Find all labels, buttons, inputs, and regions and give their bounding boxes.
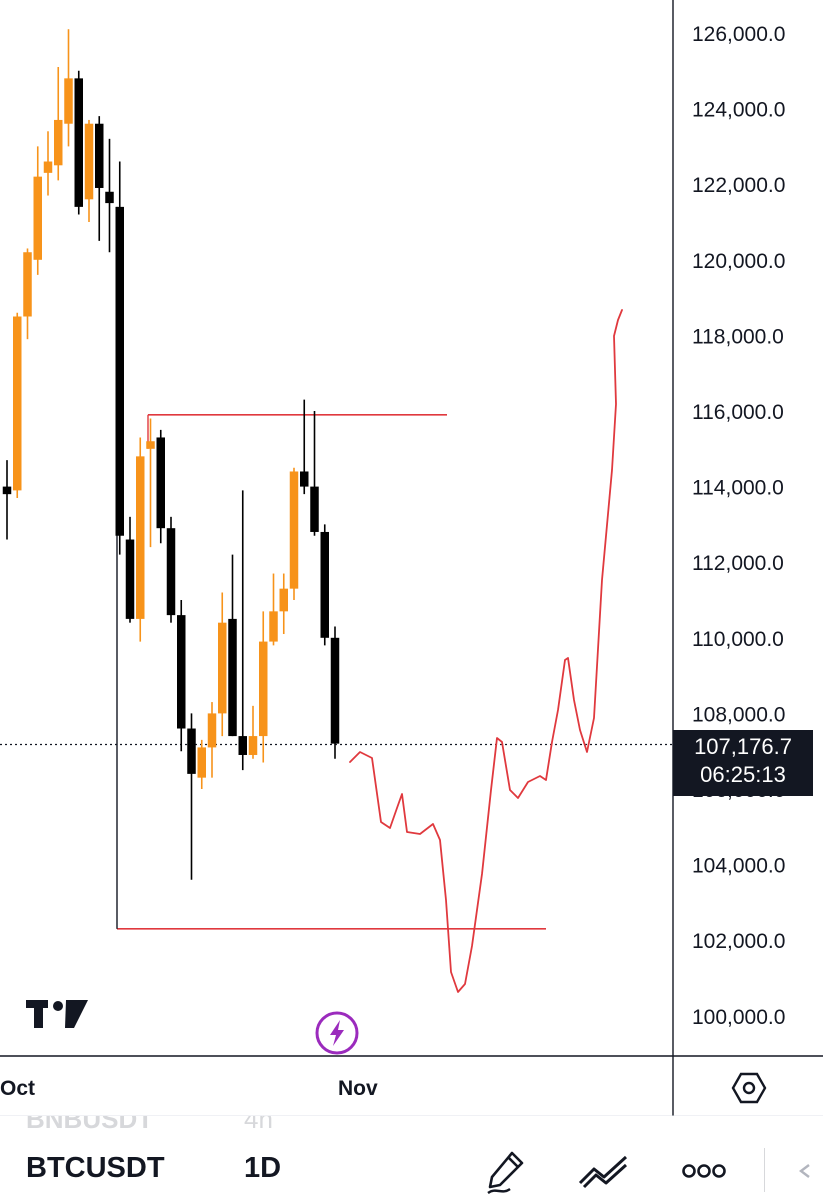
candle-body (177, 615, 186, 729)
more-dots-icon[interactable] (678, 1148, 730, 1194)
price-tick-label: 118,000.0 (692, 325, 784, 348)
candle-body (64, 78, 73, 124)
previous-symbol[interactable]: BNBUSDT (26, 1104, 154, 1134)
candle[interactable] (84, 119, 94, 222)
candle-body (207, 713, 217, 748)
candle[interactable] (43, 131, 53, 196)
candle[interactable] (238, 490, 248, 771)
candle[interactable] (146, 418, 155, 548)
trendline-tool-icon[interactable] (578, 1148, 630, 1194)
back-arrow-icon[interactable] (790, 1148, 820, 1194)
candle-body (156, 437, 165, 529)
price-tick-label: 116,000.0 (692, 401, 784, 424)
price-tick-label: 120,000.0 (692, 250, 785, 273)
candle[interactable] (2, 460, 12, 540)
candle[interactable] (300, 399, 309, 495)
candle[interactable] (156, 429, 166, 544)
price-tick-label: 114,000.0 (692, 477, 784, 500)
toolbar-divider (764, 1148, 765, 1192)
pencil-draw-icon[interactable] (480, 1148, 532, 1195)
candle-body (136, 456, 145, 619)
candle-body (259, 641, 268, 737)
candle[interactable] (320, 524, 330, 646)
bar-countdown: 06:25:13 (700, 762, 786, 787)
candle-body (187, 728, 196, 774)
candle[interactable] (95, 116, 104, 241)
candle-body (166, 528, 176, 616)
candle-body (228, 618, 237, 737)
lightning-icon[interactable] (314, 1010, 360, 1061)
candle-body (248, 736, 258, 755)
candle-body (197, 747, 206, 778)
previous-interval[interactable]: 4h (244, 1104, 273, 1134)
candle[interactable] (259, 611, 268, 763)
candle-body (289, 471, 299, 589)
candle[interactable] (166, 516, 176, 623)
candle-body (300, 471, 309, 487)
candle[interactable] (125, 516, 135, 623)
time-tick-label: Oct (0, 1077, 35, 1100)
candle[interactable] (105, 138, 114, 253)
price-tick-label: 100,000.0 (692, 1006, 785, 1029)
candle-body (115, 206, 124, 536)
candle-body (320, 531, 329, 638)
candle[interactable] (54, 67, 63, 181)
tradingview-logo (24, 996, 90, 1035)
candle-body (54, 119, 63, 166)
candle-body (2, 486, 12, 495)
symbol-label[interactable]: BTCUSDT (26, 1152, 165, 1184)
candle[interactable] (74, 70, 84, 215)
candle-body (125, 539, 135, 619)
candle-body (23, 252, 32, 317)
price-tick-label: 126,000.0 (692, 23, 785, 46)
candle-body (74, 78, 83, 207)
candle[interactable] (115, 161, 125, 555)
candle[interactable] (136, 437, 145, 642)
candle[interactable] (218, 592, 227, 737)
settings-hexagon-icon[interactable] (729, 1068, 769, 1113)
candle[interactable] (177, 600, 186, 752)
candle-body (269, 611, 278, 642)
candle[interactable] (310, 411, 319, 536)
candle-body (218, 622, 227, 714)
candle-body (84, 123, 94, 200)
candle[interactable] (13, 312, 22, 498)
time-tick-label: Nov (338, 1077, 378, 1100)
candle[interactable] (248, 705, 258, 759)
candle[interactable] (197, 739, 207, 789)
candle-body (95, 123, 104, 188)
candlestick-chart[interactable]: 126,000.0 124,000.0 122,000.0 120,000.0 118,… (0, 0, 823, 1116)
price-tick-label: 102,000.0 (692, 930, 785, 953)
candle-body (43, 161, 53, 173)
candle[interactable] (33, 146, 43, 275)
bottom-toolbar (0, 1116, 823, 1200)
candle[interactable] (23, 248, 32, 340)
price-tick-label: 108,000.0 (692, 703, 785, 726)
candle-body (310, 486, 319, 532)
candle[interactable] (279, 573, 289, 635)
candle-body (13, 316, 22, 491)
candle-body (146, 441, 155, 449)
projection-path (349, 309, 623, 993)
candle[interactable] (187, 713, 196, 880)
candle[interactable] (330, 626, 340, 759)
candle[interactable] (269, 573, 278, 646)
price-tick-label: 124,000.0 (692, 99, 785, 122)
candle-body (238, 736, 247, 755)
price-tick-label: 104,000.0 (692, 855, 785, 878)
candle-body (279, 588, 288, 612)
last-price-value: 107,176.7 (694, 734, 792, 759)
candle[interactable] (228, 554, 237, 737)
candle[interactable] (64, 29, 73, 147)
price-tick-label: 112,000.0 (692, 552, 784, 575)
last-price-label: 107,176.7 06:25:13 (673, 730, 813, 796)
candle[interactable] (207, 702, 217, 778)
interval-label[interactable]: 1D (244, 1152, 282, 1184)
price-tick-label: 110,000.0 (692, 628, 784, 651)
price-tick-label: 122,000.0 (692, 174, 785, 197)
candle-body (330, 637, 340, 744)
candle-body (105, 191, 114, 204)
candle[interactable] (289, 467, 299, 600)
candle-body (33, 176, 42, 260)
